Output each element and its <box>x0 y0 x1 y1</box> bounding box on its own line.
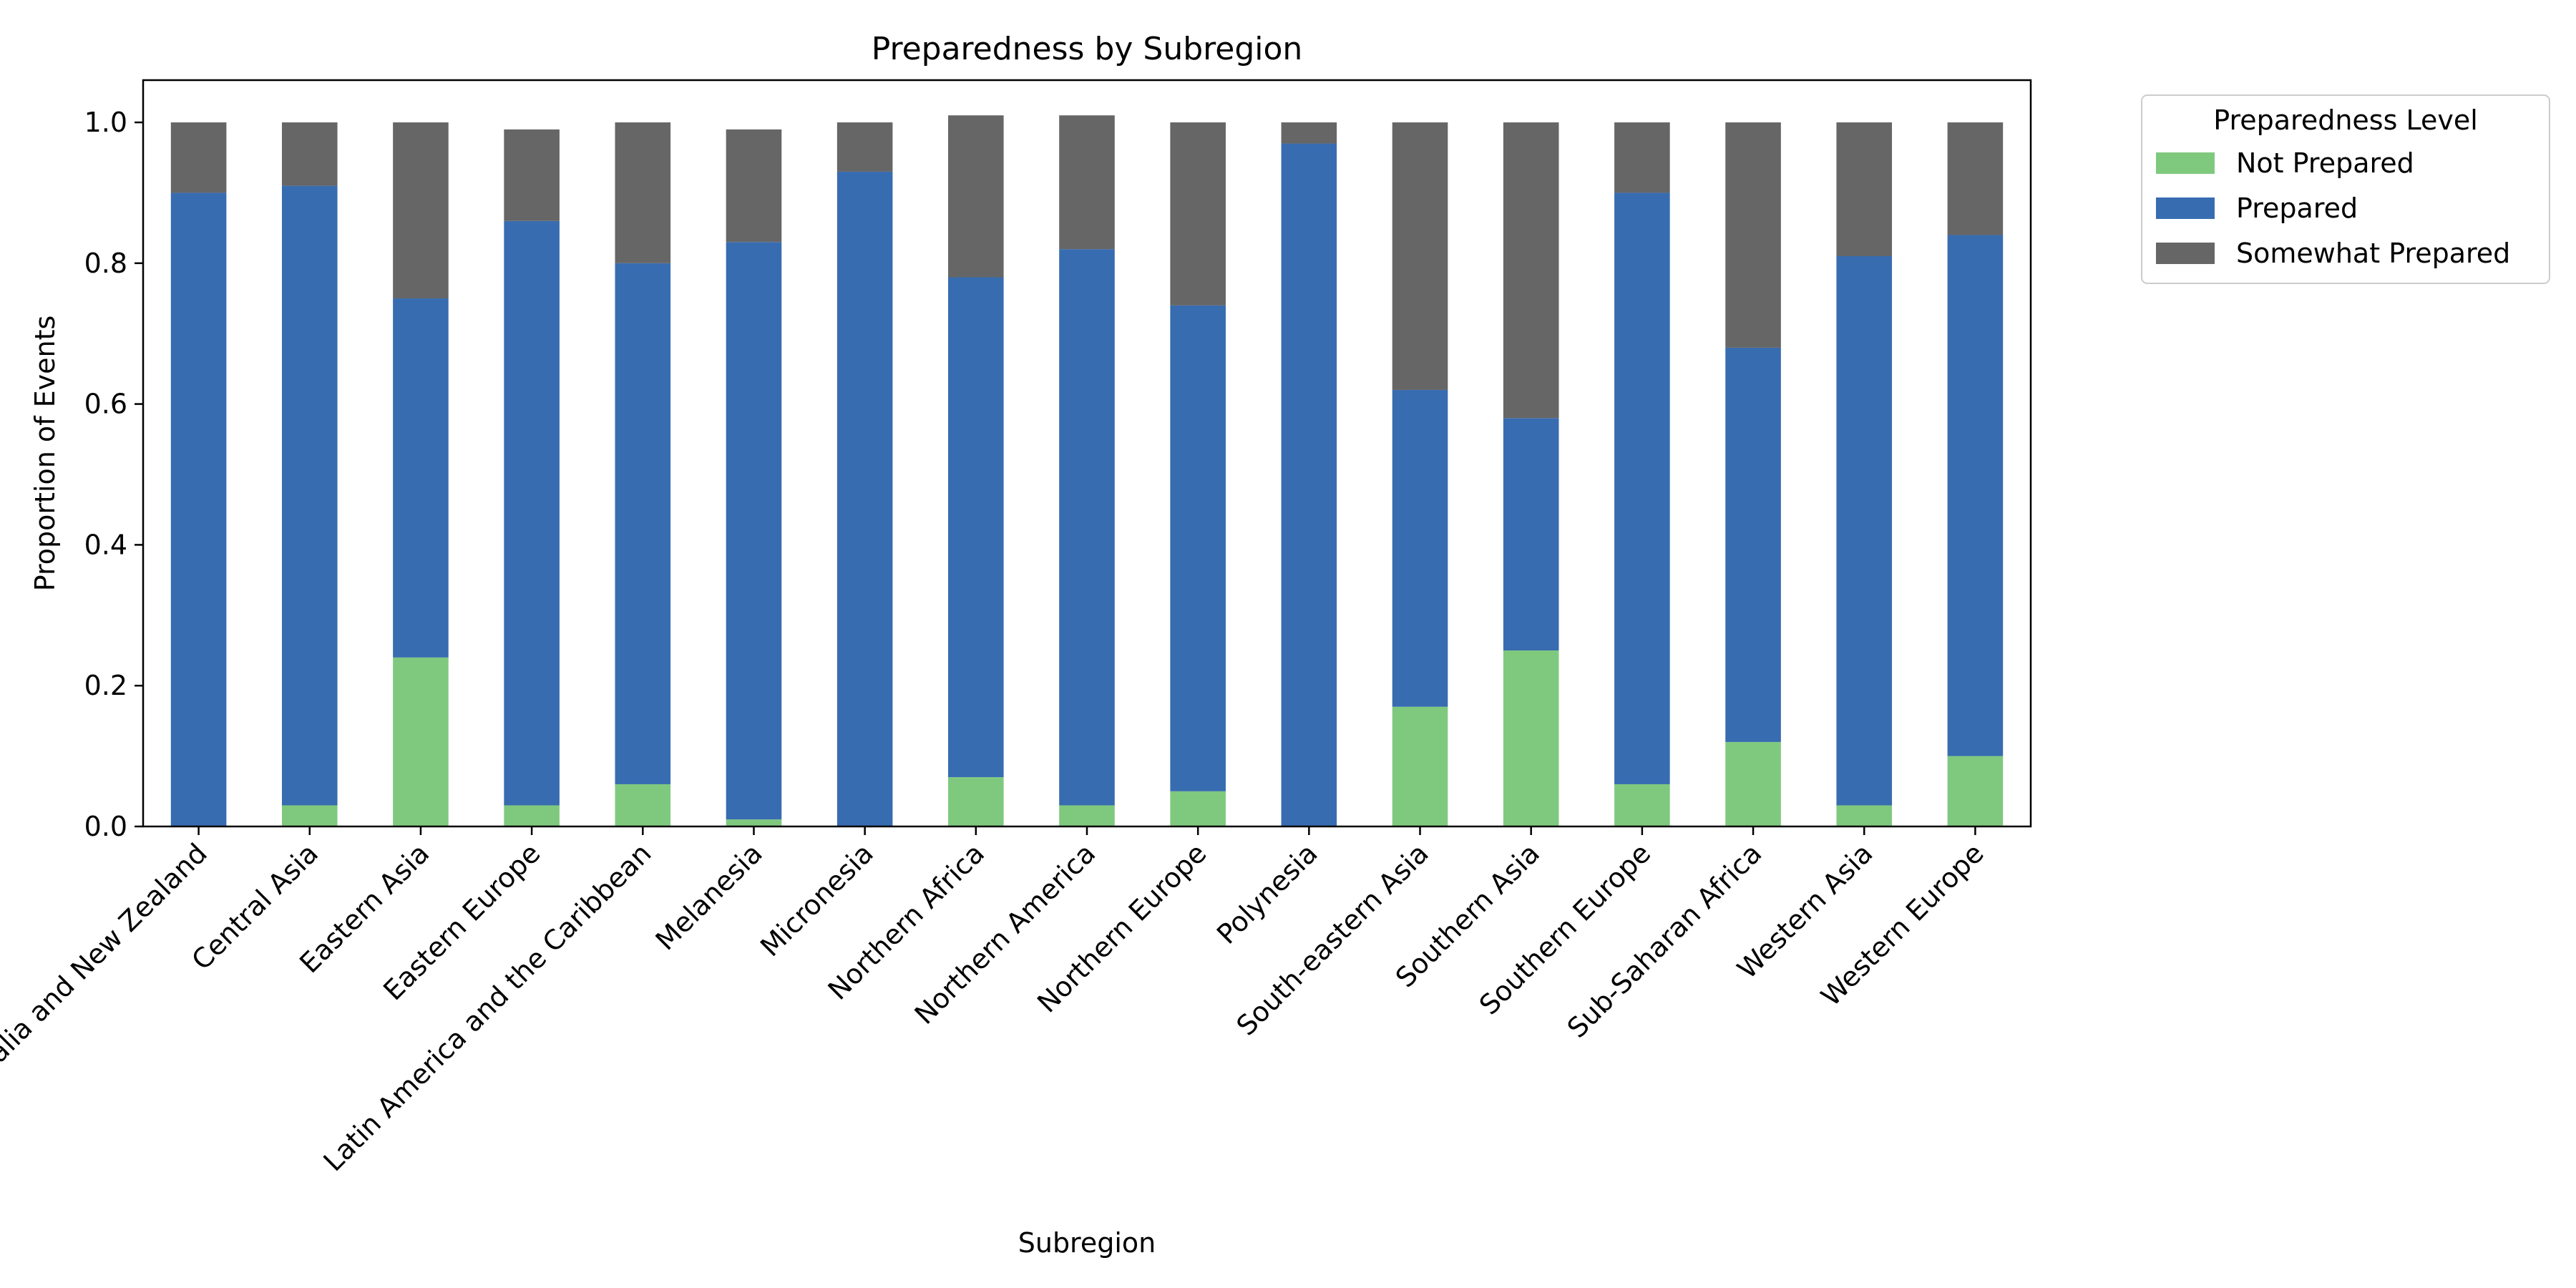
y-axis-label: Proportion of Events <box>29 316 61 592</box>
y-tick-label: 0.8 <box>84 248 127 279</box>
plot-frame <box>142 79 2032 828</box>
bar-segment <box>726 242 782 820</box>
bar-segment <box>1059 115 1115 250</box>
x-axis-label: Subregion <box>1018 1227 1156 1259</box>
bar-segment <box>1503 650 1559 826</box>
bar-segment <box>504 220 560 806</box>
legend-entries: Not Prepared Prepared Somewhat Prepared <box>2156 147 2510 269</box>
bar-segment <box>615 263 671 784</box>
bar-segment <box>1614 122 1670 193</box>
bar-segment <box>836 171 893 826</box>
x-tick-label: Micronesia <box>754 837 879 962</box>
bar-segment <box>1614 784 1670 826</box>
bar-segment <box>726 129 782 243</box>
bar-segment <box>615 784 671 826</box>
bar-segment <box>1836 255 1893 806</box>
x-tick-label: South-eastern Asia <box>1230 837 1434 1041</box>
bar-segment <box>1836 122 1893 256</box>
legend-swatch <box>2156 152 2215 174</box>
legend-box <box>2141 94 2550 284</box>
x-tick-label: Australia and New Zealand <box>0 837 213 1119</box>
bar-segment <box>1281 143 1337 826</box>
legend-label: Not Prepared <box>2236 147 2414 179</box>
bar-segment <box>1614 192 1670 784</box>
bar-segment <box>1392 706 1448 826</box>
bar-segment <box>1725 741 1781 826</box>
bar-segment <box>1503 418 1559 651</box>
bar-segment <box>948 115 1004 278</box>
bar-segment <box>393 298 449 658</box>
bar-segment <box>1725 122 1781 348</box>
bar-segment <box>170 192 227 826</box>
legend-label: Somewhat Prepared <box>2236 238 2510 269</box>
legend: Preparedness Level Not Prepared Prepared S… <box>2141 94 2550 284</box>
bar-segment <box>1281 122 1337 144</box>
x-tick-label: Polynesia <box>1211 837 1324 950</box>
bar-segment <box>948 277 1004 778</box>
chart-title: Preparedness by Subregion <box>872 31 1303 67</box>
y-tick-label: 0.6 <box>84 389 127 420</box>
bar-segment <box>1947 756 2004 826</box>
bar-segment <box>1947 235 2004 756</box>
bar-segment <box>170 122 227 193</box>
bar-segment <box>1947 122 2004 235</box>
x-tick-label: Northern America <box>909 837 1102 1030</box>
bar-segment <box>281 122 338 186</box>
bar-segment <box>1725 347 1781 742</box>
bar-segment <box>948 777 1004 826</box>
x-tick-label: Melanesia <box>650 837 769 956</box>
bar-segment <box>726 819 782 826</box>
legend-swatch <box>2156 243 2215 264</box>
legend-label: Prepared <box>2236 192 2358 224</box>
bar-segment <box>1170 791 1226 826</box>
bars <box>170 115 2004 826</box>
bar-segment <box>1503 122 1559 419</box>
bar-segment <box>1170 305 1226 791</box>
bar-segment <box>393 122 449 299</box>
bar-segment <box>393 657 449 826</box>
y-tick-label: 0.0 <box>84 811 127 842</box>
bar-segment <box>281 805 338 826</box>
y-tick-label: 0.4 <box>84 529 127 560</box>
bar-segment <box>1836 805 1893 826</box>
bar-segment <box>281 185 338 806</box>
bar-segment <box>615 122 671 263</box>
y-tick-label: 0.2 <box>84 670 127 701</box>
legend-title: Preparedness Level <box>2213 104 2478 136</box>
bar-segment <box>1392 389 1448 707</box>
y-tick-label: 1.0 <box>84 107 127 138</box>
x-tick-label: Sub-Saharan Africa <box>1561 837 1768 1044</box>
bar-segment <box>504 805 560 826</box>
bar-segment <box>836 122 893 172</box>
bar-segment <box>1392 122 1448 390</box>
bar-segment <box>504 129 560 221</box>
bar-segment <box>1170 122 1226 306</box>
legend-swatch <box>2156 197 2215 219</box>
bar-segment <box>1059 805 1115 826</box>
bar-segment <box>1059 249 1115 806</box>
